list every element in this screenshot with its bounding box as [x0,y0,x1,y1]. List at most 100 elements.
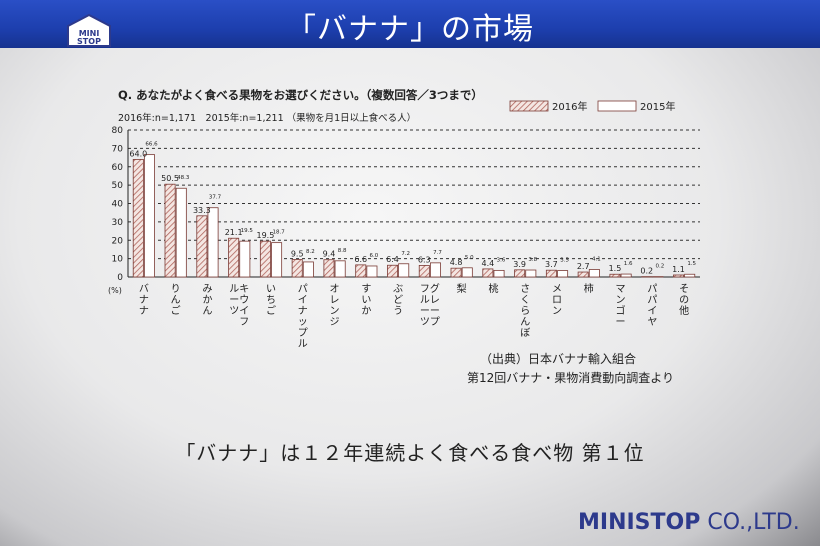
company-brand: MINISTOP [578,510,701,535]
data-label-2015: 1.6 [624,261,633,267]
category-label: メロン [552,284,562,317]
svg-text:MINI: MINI [79,29,100,38]
data-label-2015: 37.7 [209,195,222,201]
data-label-2015: 8.8 [338,248,347,254]
legend-swatch-2016 [509,100,549,112]
data-label-2016: 3.7 [545,260,558,269]
data-label-2016: 6.3 [418,255,431,264]
bar-2016 [577,271,589,278]
data-label-2016: 33.3 [193,206,211,215]
data-label-2016: 4.4 [481,259,494,268]
data-label-2016: 0.2 [640,267,653,276]
category-label: パパイヤ [647,283,657,328]
bar-2016 [355,264,367,278]
category-label: オレンジ [330,283,340,328]
data-label-2015: 5.0 [465,255,474,261]
company-suffix: CO.,LTD. [700,510,800,535]
category-label: りんご [171,283,181,317]
bar-2016 [545,269,557,278]
y-tick-label: 20 [112,236,124,246]
bar-2015 [175,187,187,278]
data-label-2015: 48.3 [177,175,190,181]
svg-text:STOP: STOP [77,37,101,46]
y-tick-label: 80 [112,126,124,136]
bar-2016 [259,240,271,278]
bar-2015 [493,269,505,278]
y-tick-label: 60 [112,163,124,173]
data-label-2016: 4.8 [450,258,463,267]
bar-2016 [196,215,208,278]
data-label-2015: 7.7 [433,250,442,256]
bar-2016 [514,269,526,278]
slide-title: 「バナナ」の市場 [286,12,534,47]
bar-2015 [366,265,378,278]
category-label: 桃 [488,282,498,295]
bar-2016 [387,264,399,278]
y-tick-label: 30 [112,218,124,228]
data-label-2016: 19.5 [257,231,275,240]
data-label-2016: 50.5 [161,174,179,183]
category-label: すいか [361,283,371,317]
source-line-1: （出典）日本バナナ輸入組合 [480,352,637,366]
data-label-2015: 6.0 [370,253,379,259]
y-tick-label: 0 [117,273,123,283]
legend-swatch-2015 [597,100,637,112]
category-label: ルーツ [229,284,239,317]
category-label: キウイフ [239,284,249,328]
bar-2015 [620,273,632,278]
bar-2016 [323,259,335,278]
data-label-2015: 3.5 [560,258,569,264]
data-label-2016: 64.0 [129,149,147,158]
data-label-2015: 8.2 [306,249,315,255]
legend-label-2015: 2015年 [640,100,675,113]
y-tick-label: 70 [112,144,124,154]
bar-2016 [609,273,621,278]
bar-2016 [132,158,144,278]
data-label-2016: 1.5 [609,264,622,273]
bar-2015 [525,269,537,278]
data-label-2015: 4.1 [592,256,601,262]
bar-2015 [588,269,600,278]
data-label-2015: 1.5 [687,261,696,267]
data-label-2015: 66.6 [145,142,158,148]
category-label: マンゴー [616,284,626,328]
data-label-2015: 3.6 [497,257,506,263]
bar-2015 [398,263,410,278]
bar-2016 [673,274,685,278]
sample-size: 2016年:n=1,171 2015年:n=1,211 （果物を月1日以上食べる… [118,113,417,124]
bar-2015 [684,273,696,278]
bar-2016 [228,237,240,278]
y-tick-label: 10 [112,255,124,265]
data-label-2016: 6.4 [386,255,399,264]
category-label: みかん [202,284,212,317]
bar-2015 [207,207,219,278]
data-label-2016: 21.1 [225,228,243,237]
category-label: その他 [679,283,689,317]
company-name: MINISTOP CO.,LTD. [578,510,800,535]
title-bar: 「バナナ」の市場 [0,0,820,48]
ministop-logo: MINI STOP [67,13,111,47]
summary-caption: 「バナナ」は１２年連続よく食べる食べ物 第１位 [175,441,645,465]
bar-2015 [334,260,346,278]
data-label-2016: 2.7 [577,262,590,271]
legend-label-2016: 2016年 [552,100,587,113]
bar-2015 [302,261,314,278]
bar-2016 [291,259,303,278]
bar-2015 [557,270,569,278]
data-label-2015: 18.7 [272,230,285,236]
bar-2016 [450,267,462,278]
category-label: パイナップル [298,283,308,350]
data-label-2016: 1.1 [672,265,685,274]
category-label: フルーツ [420,284,430,328]
bar-2016 [164,183,176,278]
y-tick-label: 40 [112,200,124,210]
bar-2016 [482,268,494,278]
bar-2015 [271,242,283,278]
category-label: さくらんぼ [520,283,530,339]
data-label-2016: 3.9 [513,260,526,269]
category-label: ぶどう [393,283,403,317]
bar-2015 [461,267,473,278]
category-label: 柿 [584,282,594,295]
